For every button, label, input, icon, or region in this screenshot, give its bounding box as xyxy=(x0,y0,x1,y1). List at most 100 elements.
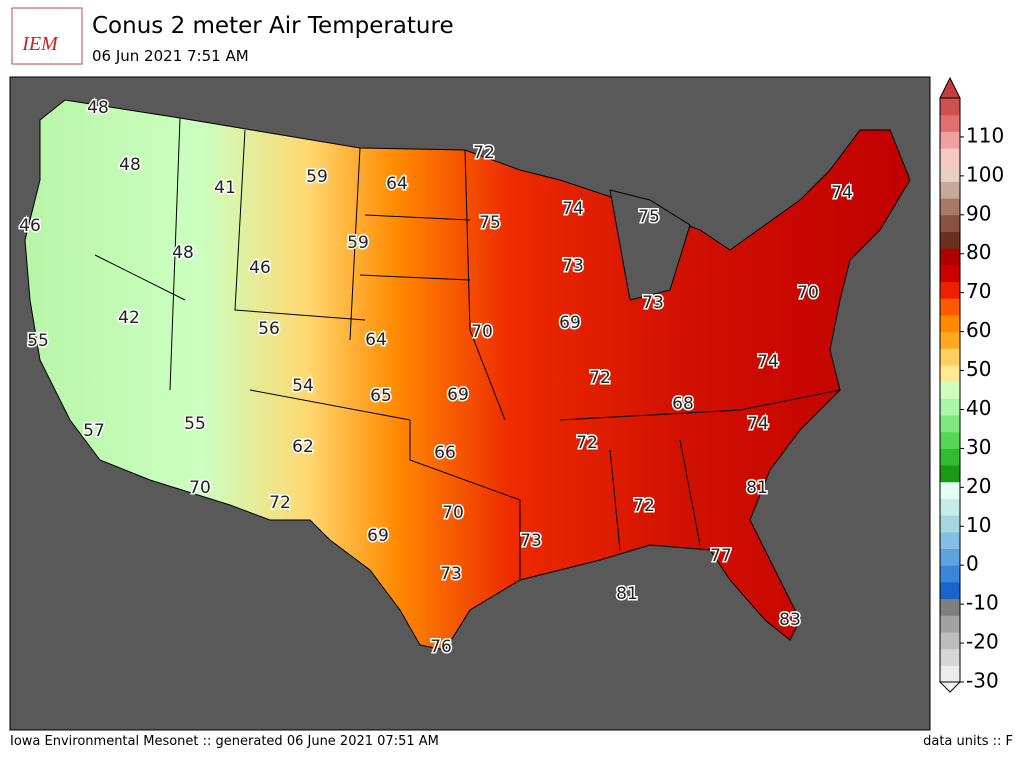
colorbar-band xyxy=(940,214,960,232)
colorbar-tick-label: 10 xyxy=(966,513,991,537)
station-value: 48 xyxy=(87,98,109,118)
station-value: 48 xyxy=(119,155,141,175)
colorbar-tick-label: -20 xyxy=(966,630,999,654)
colorbar-band xyxy=(940,381,960,399)
colorbar-band xyxy=(940,298,960,316)
colorbar-band xyxy=(940,565,960,583)
colorbar-tick-label: 50 xyxy=(966,357,991,381)
colorbar-extend-min xyxy=(938,681,962,693)
station-value: 75 xyxy=(479,213,501,233)
station-value: 64 xyxy=(365,330,387,350)
station-value: 72 xyxy=(269,493,291,513)
title: Conus 2 meter Air Temperature xyxy=(92,13,454,39)
station-value: 55 xyxy=(27,331,49,351)
colorbar-tick-label: 0 xyxy=(966,552,979,576)
colorbar-tick-label: 40 xyxy=(966,396,991,420)
colorbar-tick-label: 90 xyxy=(966,201,991,225)
colorbar-tick-label: 70 xyxy=(966,279,991,303)
station-value: 73 xyxy=(440,564,462,584)
station-value: 46 xyxy=(19,216,41,236)
station-value: 72 xyxy=(633,496,655,516)
colorbar-band xyxy=(940,248,960,266)
station-value: 70 xyxy=(471,322,493,342)
colorbar-band xyxy=(940,314,960,333)
station-value: 41 xyxy=(214,178,236,198)
conus xyxy=(24,99,911,651)
colorbar-outline xyxy=(939,97,961,683)
colorbar-band xyxy=(940,164,960,182)
colorbar-band xyxy=(940,231,960,249)
station-value: 59 xyxy=(306,167,328,187)
colorbar-band xyxy=(940,481,960,499)
station-value: 70 xyxy=(442,503,464,523)
colorbar-band xyxy=(940,181,960,199)
station-value: 76 xyxy=(430,637,452,657)
colorbar-tick-label: 100 xyxy=(966,162,1004,186)
colorbar-band xyxy=(940,415,960,433)
colorbar-band xyxy=(940,431,960,449)
station-value: 74 xyxy=(757,352,779,372)
station-value: 56 xyxy=(258,319,280,339)
colorbar-tick-label: 110 xyxy=(966,123,1004,147)
station-value: 77 xyxy=(710,546,732,566)
colorbar-band xyxy=(940,114,960,132)
station-value: 73 xyxy=(520,531,542,551)
colorbar-band xyxy=(940,281,960,299)
logo-text: IEM xyxy=(21,33,59,55)
station-value: 75 xyxy=(638,207,660,227)
colorbar-band xyxy=(940,598,960,616)
station-value: 74 xyxy=(831,183,853,203)
colorbar-band xyxy=(940,131,960,149)
subtitle: 06 Jun 2021 7:51 AM xyxy=(92,47,249,65)
colorbar-band xyxy=(940,665,960,683)
colorbar-band xyxy=(940,331,960,349)
colorbar-band xyxy=(940,548,960,566)
station-value: 68 xyxy=(672,394,694,414)
colorbar-tick-label: -10 xyxy=(966,591,999,615)
colorbar-band xyxy=(940,631,960,650)
colorbar-band xyxy=(940,581,960,600)
colorbar-band xyxy=(940,98,960,116)
colorbar-band xyxy=(940,465,960,483)
station-value: 81 xyxy=(746,478,768,498)
colorbar-band xyxy=(940,398,960,416)
station-value: 59 xyxy=(347,233,369,253)
colorbar-band xyxy=(940,615,960,633)
station-value: 46 xyxy=(249,258,271,278)
station-value: 72 xyxy=(576,433,598,453)
colorbar-band xyxy=(940,348,960,366)
station-value: 64 xyxy=(386,174,408,194)
colorbar-band xyxy=(940,264,960,283)
station-value: 81 xyxy=(616,584,638,604)
colorbar-tick-label: 20 xyxy=(966,474,991,498)
station-value: 73 xyxy=(562,256,584,276)
colorbar-extend-max xyxy=(939,76,961,99)
colorbar-tick-label: 30 xyxy=(966,435,991,459)
station-value: 69 xyxy=(559,313,581,333)
colorbar-band xyxy=(940,515,960,533)
map-labels: 48 48 41 59 64 72 75 74 75 74 46 48 46 59 73 70 42 56 64 70… xyxy=(18,97,855,659)
station-value: 42 xyxy=(118,308,140,328)
colorbar-band xyxy=(940,498,960,516)
logo-box xyxy=(11,7,83,65)
station-value: 69 xyxy=(447,385,469,405)
station-value: 74 xyxy=(747,414,769,434)
colorbar-band xyxy=(940,198,960,216)
station-value: 66 xyxy=(434,443,456,463)
colorbar-band xyxy=(940,364,960,383)
station-value: 73 xyxy=(642,293,664,313)
station-value: 83 xyxy=(779,610,801,630)
station-value: 65 xyxy=(370,386,392,406)
station-value: 48 xyxy=(172,243,194,263)
colorbar-band xyxy=(940,648,960,666)
colorbar-tick-label: 60 xyxy=(966,318,991,342)
station-value: 69 xyxy=(367,526,389,546)
station-value: 57 xyxy=(83,421,105,441)
station-value: 54 xyxy=(292,376,314,396)
station-value: 70 xyxy=(189,478,211,498)
station-value: 72 xyxy=(473,143,495,163)
station-value: 74 xyxy=(562,199,584,219)
colorbar-tick-label: 80 xyxy=(966,240,991,264)
footer-left: Iowa Environmental Mesonet :: generated … xyxy=(10,734,439,749)
